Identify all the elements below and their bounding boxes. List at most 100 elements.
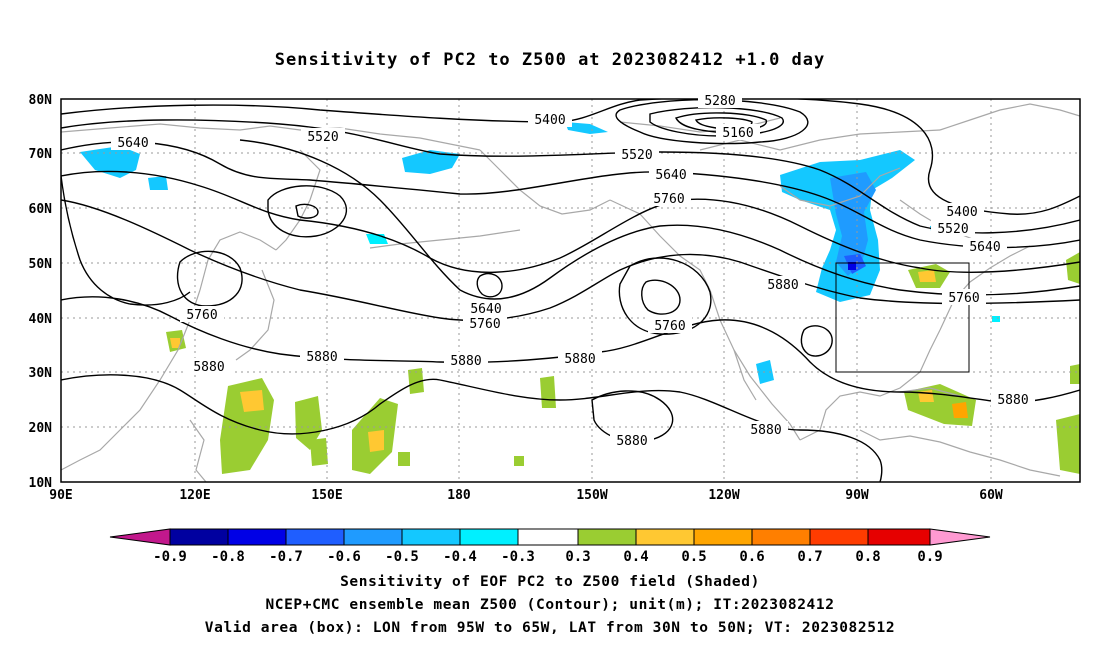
neg-region-na-deepest bbox=[848, 262, 856, 270]
colorbar-bin bbox=[751, 528, 811, 546]
contour-layer bbox=[61, 99, 1080, 482]
contour-low-aleutian bbox=[476, 272, 503, 298]
colorbar-label: -0.8 bbox=[211, 549, 245, 565]
colorbar-arrow-low bbox=[109, 528, 171, 546]
contour-label: 5760 bbox=[186, 308, 217, 323]
coast-alaska-south bbox=[609, 199, 711, 291]
contour-5640-mid bbox=[239, 139, 1080, 300]
lon-label-150e: 150E bbox=[311, 488, 342, 503]
contour-label: 5160 bbox=[722, 126, 753, 141]
contour-label: 5760 bbox=[948, 291, 979, 306]
colorbar-bin bbox=[517, 528, 579, 546]
colorbar-label: -0.3 bbox=[501, 549, 535, 565]
pos-region-caribbean-core2 bbox=[952, 402, 968, 418]
lon-label-60w: 60W bbox=[979, 488, 1003, 503]
caption-line-2: NCEP+CMC ensemble mean Z500 (Contour); u… bbox=[265, 597, 835, 613]
colorbar-label: -0.4 bbox=[443, 549, 477, 565]
colorbar-label: -0.6 bbox=[327, 549, 361, 565]
lat-axis: 80N 70N 60N 50N 40N 30N 20N 10N bbox=[29, 93, 53, 491]
contour-label: 5520 bbox=[307, 130, 338, 145]
colorbar-bin bbox=[809, 528, 869, 546]
coast-kamchatka bbox=[275, 149, 321, 251]
contour-label: 5520 bbox=[621, 148, 652, 163]
contour-5880-south2 bbox=[591, 390, 674, 443]
colorbar-bin bbox=[343, 528, 403, 546]
contour-label: 5640 bbox=[655, 168, 686, 183]
neg-region-na-core bbox=[830, 172, 876, 276]
grid-layer bbox=[61, 99, 1080, 482]
colorbar-bin bbox=[227, 528, 287, 546]
colorbar-bin bbox=[169, 528, 229, 546]
shading-layer bbox=[80, 122, 1080, 474]
contour-label: 5400 bbox=[946, 205, 977, 220]
contour-small-high-us bbox=[800, 325, 833, 357]
coast-china bbox=[61, 289, 201, 471]
neg-region-arctic bbox=[565, 122, 608, 134]
colorbar-label: 0.4 bbox=[623, 549, 648, 565]
pos-region-tropatl bbox=[1056, 414, 1080, 474]
pos-region-wpac-6 bbox=[310, 438, 328, 466]
pos-region-wpac-5 bbox=[540, 376, 556, 408]
colorbar-bin bbox=[693, 528, 753, 546]
plot-title: Sensitivity of PC2 to Z500 at 2023082412… bbox=[274, 50, 826, 70]
coast-philippines bbox=[189, 419, 207, 482]
lon-axis: 90E 120E 150E 180 150W 120W 90W 60W bbox=[49, 488, 1003, 503]
contour-label: 5640 bbox=[470, 302, 501, 317]
colorbar-label: -0.9 bbox=[153, 549, 187, 565]
coast-cuba bbox=[899, 387, 961, 397]
neg-region-bering bbox=[402, 150, 460, 174]
contour-label: 5880 bbox=[193, 360, 224, 375]
colorbar-bin bbox=[577, 528, 637, 546]
contour-5880-lower bbox=[61, 374, 883, 482]
contour-label: 5760 bbox=[469, 317, 500, 332]
coast-baja bbox=[733, 349, 757, 401]
lon-label-180: 180 bbox=[447, 488, 471, 503]
coast-aleutians bbox=[369, 229, 521, 249]
lat-label-10n: 10N bbox=[29, 476, 53, 491]
colorbar-label: 0.8 bbox=[855, 549, 880, 565]
lat-label-80n: 80N bbox=[29, 93, 53, 108]
coast-greenland bbox=[939, 103, 1080, 131]
colorbar: -0.9 -0.8 -0.7 -0.6 -0.5 -0.4 -0.3 0.3 0… bbox=[109, 528, 991, 565]
neg-region-siberia bbox=[80, 146, 140, 178]
lon-label-90w: 90W bbox=[845, 488, 869, 503]
contour-label: 5640 bbox=[969, 240, 1000, 255]
coast-hudson bbox=[779, 167, 901, 207]
contour-5640-north bbox=[61, 141, 1080, 249]
colorbar-label: 0.9 bbox=[917, 549, 942, 565]
coast-alaska-west bbox=[479, 149, 611, 215]
contour-labels: 5640 5520 5400 5280 5160 5520 5640 5760 … bbox=[111, 92, 1035, 449]
contour-label: 5760 bbox=[654, 319, 685, 334]
pos-region-japan-core bbox=[170, 338, 180, 348]
colorbar-label: -0.7 bbox=[269, 549, 303, 565]
contour-label: 5880 bbox=[997, 393, 1028, 408]
contour-5760-mid bbox=[61, 199, 1080, 322]
pos-region-east-atl bbox=[1066, 252, 1080, 284]
contour-label: 5880 bbox=[450, 354, 481, 369]
contour-label: 5880 bbox=[616, 434, 647, 449]
contour-5760-north bbox=[61, 170, 1080, 273]
coast-okhotsk bbox=[199, 231, 277, 291]
lat-label-70n: 70N bbox=[29, 147, 53, 162]
pos-region-wpac-2 bbox=[295, 396, 322, 450]
contour-label: 5880 bbox=[767, 278, 798, 293]
lon-label-120e: 120E bbox=[179, 488, 210, 503]
caption-line-1: Sensitivity of EOF PC2 to Z500 field (Sh… bbox=[340, 574, 760, 590]
contour-label: 5280 bbox=[704, 94, 735, 109]
contour-label: 5400 bbox=[534, 113, 565, 128]
colorbar-arrow-high bbox=[929, 528, 991, 546]
plot-frame bbox=[60, 98, 1081, 483]
coast-siberia-north bbox=[61, 123, 481, 151]
lon-label-90e: 90E bbox=[49, 488, 72, 503]
contour-label: 5880 bbox=[750, 423, 781, 438]
neg-region-small bbox=[148, 176, 168, 190]
contour-5880-south bbox=[61, 296, 1080, 404]
contour-high-siberia bbox=[176, 250, 243, 307]
colorbar-label: 0.3 bbox=[565, 549, 590, 565]
contour-label: 5640 bbox=[117, 136, 148, 151]
lat-label-20n: 20N bbox=[29, 421, 53, 436]
contour-label: 5880 bbox=[564, 352, 595, 367]
colorbar-label: 0.7 bbox=[797, 549, 822, 565]
pos-region-east-us-core bbox=[918, 270, 936, 282]
